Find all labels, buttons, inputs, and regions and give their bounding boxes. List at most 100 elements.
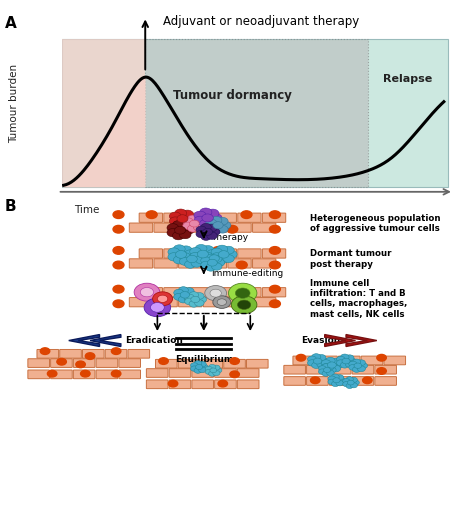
Circle shape: [179, 222, 191, 230]
FancyBboxPatch shape: [284, 365, 305, 374]
Circle shape: [210, 214, 222, 222]
FancyBboxPatch shape: [119, 370, 140, 378]
Circle shape: [346, 355, 354, 361]
Circle shape: [200, 208, 212, 217]
Circle shape: [179, 225, 191, 233]
Circle shape: [144, 298, 171, 317]
Circle shape: [269, 246, 281, 254]
Circle shape: [236, 261, 247, 269]
Text: B: B: [5, 199, 17, 214]
FancyBboxPatch shape: [169, 380, 191, 388]
FancyBboxPatch shape: [73, 370, 95, 378]
FancyBboxPatch shape: [129, 297, 153, 307]
Circle shape: [213, 365, 220, 370]
Circle shape: [113, 285, 124, 293]
Circle shape: [231, 296, 257, 314]
FancyBboxPatch shape: [37, 349, 59, 358]
Polygon shape: [69, 334, 100, 347]
Circle shape: [187, 255, 197, 263]
Circle shape: [331, 358, 341, 365]
FancyBboxPatch shape: [164, 249, 187, 258]
FancyBboxPatch shape: [238, 213, 261, 223]
Circle shape: [326, 366, 335, 373]
Bar: [62, 39, 448, 187]
Circle shape: [209, 365, 216, 369]
Circle shape: [326, 357, 335, 364]
Circle shape: [223, 254, 234, 262]
FancyBboxPatch shape: [139, 249, 163, 258]
Circle shape: [313, 358, 322, 364]
FancyBboxPatch shape: [146, 369, 168, 377]
Text: Tumour burden: Tumour burden: [9, 64, 19, 143]
Circle shape: [179, 253, 191, 261]
Circle shape: [175, 251, 187, 258]
Circle shape: [207, 218, 219, 227]
Circle shape: [227, 225, 237, 233]
Circle shape: [317, 361, 326, 368]
Circle shape: [350, 377, 357, 383]
FancyBboxPatch shape: [307, 377, 328, 385]
FancyBboxPatch shape: [201, 359, 223, 368]
Circle shape: [346, 377, 353, 382]
FancyBboxPatch shape: [307, 365, 328, 374]
Circle shape: [168, 381, 178, 387]
FancyBboxPatch shape: [228, 297, 251, 307]
Circle shape: [47, 370, 57, 377]
Circle shape: [208, 259, 217, 266]
Circle shape: [211, 226, 222, 234]
Circle shape: [180, 292, 190, 298]
Circle shape: [175, 220, 187, 228]
Circle shape: [173, 255, 185, 264]
Circle shape: [178, 296, 188, 303]
Bar: [145, 39, 368, 187]
Circle shape: [207, 232, 217, 240]
Circle shape: [336, 381, 344, 386]
Circle shape: [220, 222, 231, 229]
Circle shape: [157, 295, 168, 303]
Circle shape: [237, 300, 251, 310]
Circle shape: [205, 366, 212, 372]
FancyBboxPatch shape: [178, 359, 200, 368]
Circle shape: [296, 355, 306, 361]
Circle shape: [179, 258, 191, 266]
Polygon shape: [346, 334, 377, 347]
Circle shape: [216, 245, 228, 253]
FancyBboxPatch shape: [128, 349, 150, 358]
Circle shape: [321, 360, 331, 366]
Circle shape: [183, 250, 195, 259]
Circle shape: [215, 368, 222, 373]
Circle shape: [150, 303, 164, 312]
Text: Heterogeneous population
of aggressive tumour cells: Heterogeneous population of aggressive t…: [310, 214, 441, 233]
Circle shape: [113, 300, 124, 307]
Circle shape: [226, 250, 237, 259]
Circle shape: [184, 260, 196, 268]
Circle shape: [269, 261, 281, 269]
Circle shape: [357, 366, 365, 372]
Circle shape: [194, 361, 202, 366]
Circle shape: [308, 360, 317, 366]
Circle shape: [190, 248, 201, 256]
FancyBboxPatch shape: [179, 259, 202, 268]
Circle shape: [331, 381, 339, 386]
Circle shape: [206, 224, 217, 231]
Circle shape: [214, 259, 225, 267]
Circle shape: [201, 364, 208, 370]
Circle shape: [377, 368, 386, 374]
FancyBboxPatch shape: [338, 356, 360, 365]
Circle shape: [188, 225, 198, 232]
Circle shape: [202, 245, 214, 254]
Circle shape: [57, 358, 66, 365]
Circle shape: [217, 225, 228, 233]
Circle shape: [213, 370, 220, 376]
Circle shape: [340, 362, 349, 368]
Circle shape: [199, 367, 206, 373]
Text: Immune cell
infiltration: T and B
cells, macrophages,
mast cells, NK cells: Immune cell infiltration: T and B cells,…: [310, 279, 408, 319]
Circle shape: [209, 371, 216, 376]
Circle shape: [169, 212, 181, 220]
Circle shape: [200, 219, 212, 228]
Circle shape: [230, 371, 239, 377]
FancyBboxPatch shape: [316, 356, 337, 365]
Circle shape: [343, 378, 350, 384]
Circle shape: [206, 219, 217, 227]
Circle shape: [173, 220, 184, 229]
